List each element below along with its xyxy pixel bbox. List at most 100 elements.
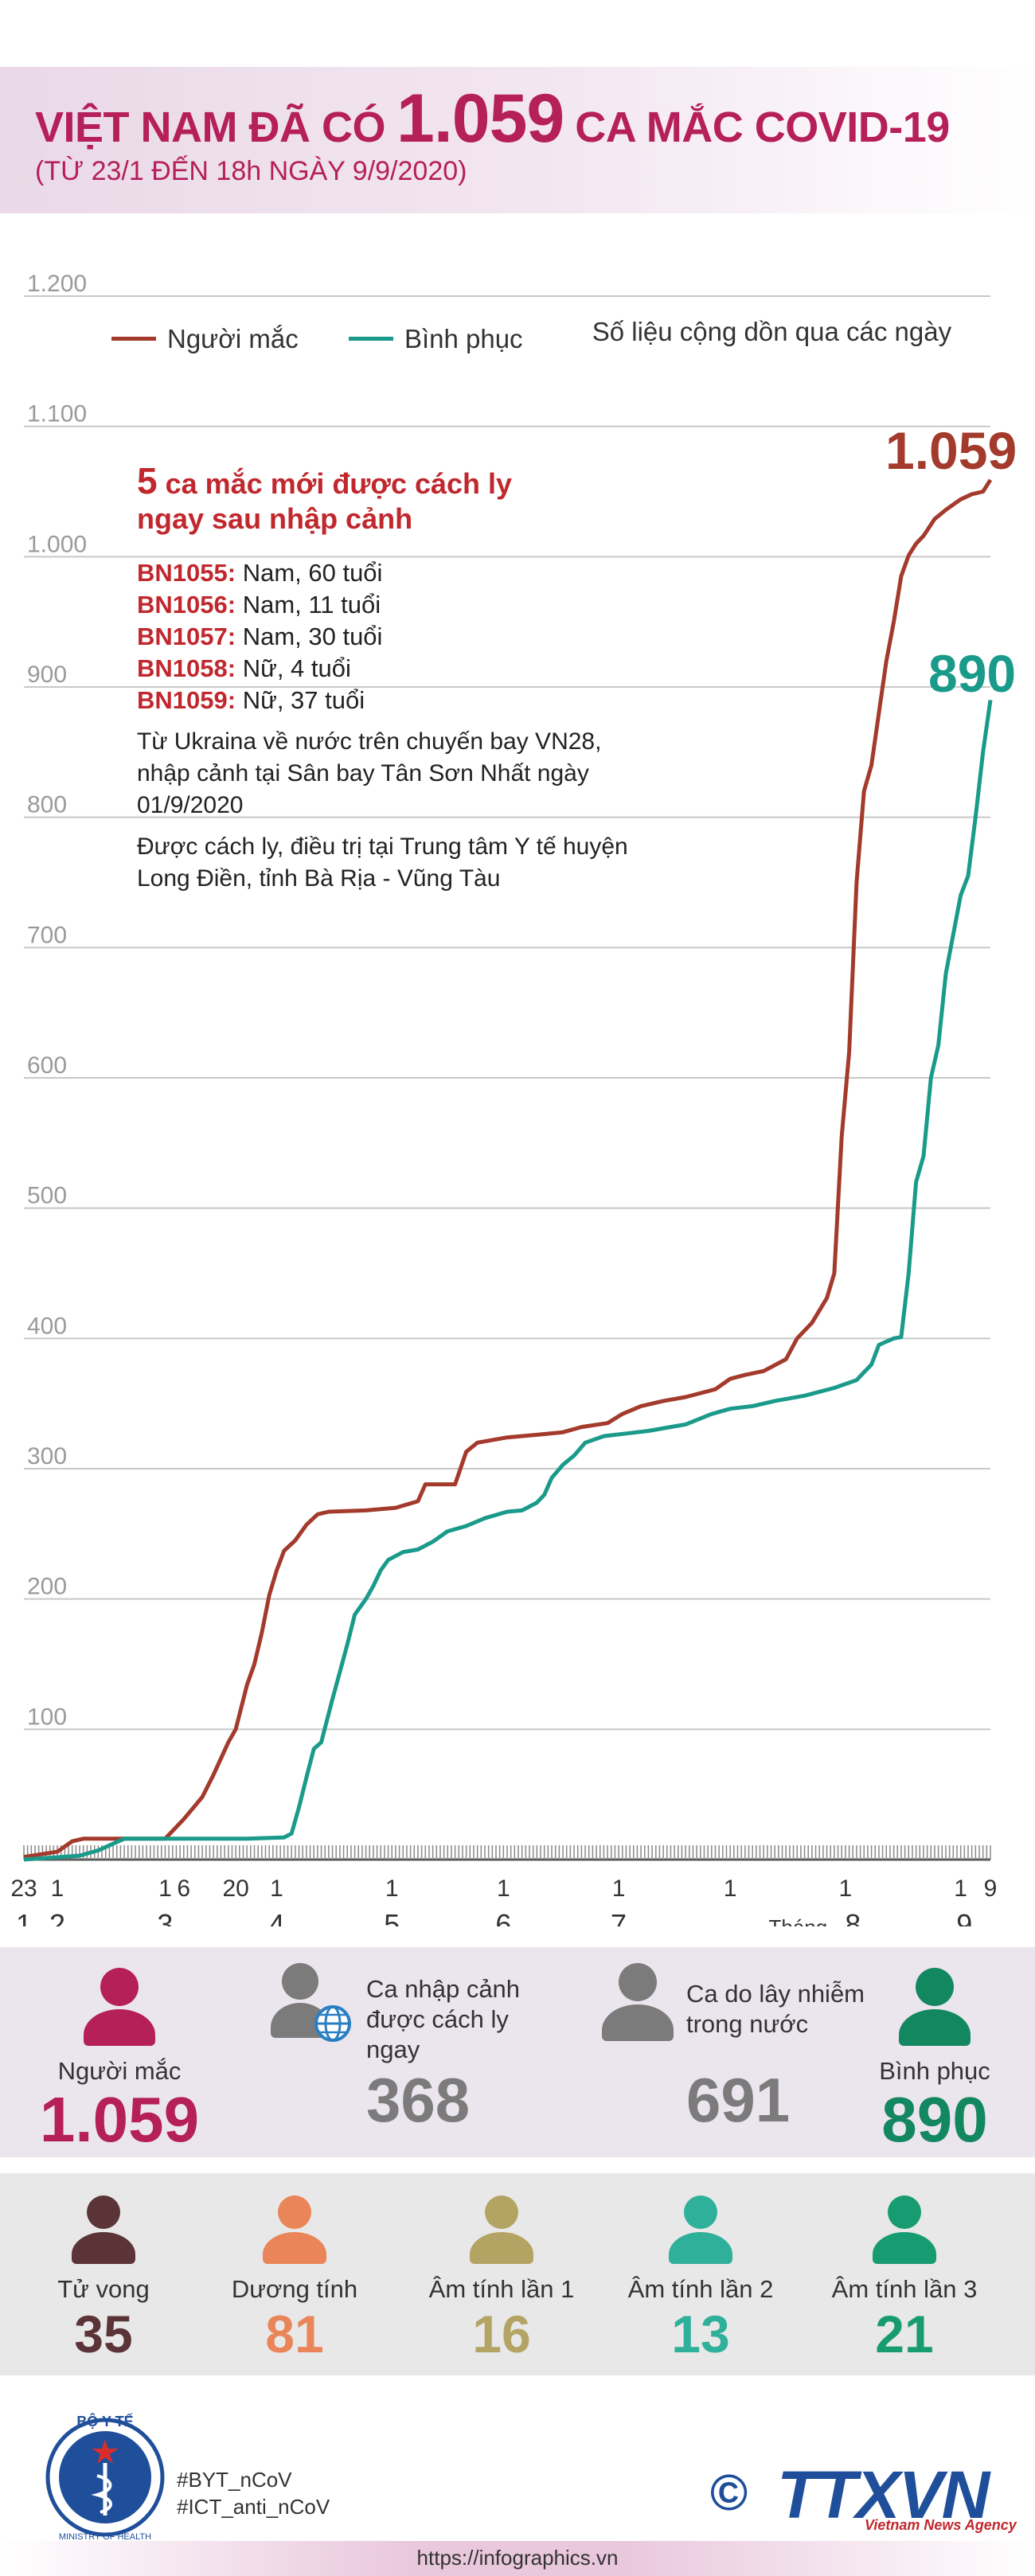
- stat-recovered-value: 890: [881, 2084, 988, 2155]
- stat-domestic: Ca do lây nhiễm trong nước 691: [602, 1963, 873, 2133]
- annotation-headline-text: ca mắc mới được cách ly: [165, 467, 513, 500]
- stat-domestic-label: Ca do lây nhiễm trong nước: [686, 1980, 865, 2038]
- x-day-label: 1: [612, 1875, 626, 1902]
- legend-infected-label: Người mắc: [167, 323, 299, 353]
- patient-desc: Nam, 11 tuổi: [242, 591, 381, 619]
- ministry-of-health-logo: BỘ Y TẾ MINISTRY OF HEALTH: [45, 2413, 165, 2542]
- x-month-label: 2: [49, 1908, 65, 1926]
- infected-end-label: 1.059: [885, 421, 1017, 480]
- x-month-label: 6: [495, 1908, 511, 1926]
- detail-value: 16: [472, 2305, 531, 2363]
- detail-label: Tử vong: [57, 2275, 150, 2303]
- url-bar: [0, 2541, 1035, 2576]
- x-day-label: 1: [839, 1875, 853, 1902]
- y-tick-label: 1.000: [27, 531, 87, 557]
- cumulative-cases-chart: 100 200 300 400 500 600 700 800 900 1.000 1.100 1.2…: [0, 271, 1035, 1926]
- x-month-label: 8: [845, 1908, 861, 1926]
- patient-row: BN1055: Nam, 60 tuổi: [137, 557, 646, 589]
- footer-url[interactable]: https://infographics.vn: [416, 2546, 619, 2570]
- header-banner: [0, 67, 1035, 213]
- y-tick-label: 600: [27, 1052, 67, 1079]
- stat-imported-label: Ca nhập cảnh được cách ly ngay: [366, 1975, 521, 2063]
- legend-recovered: Bình phục: [348, 323, 523, 354]
- title-number: 1.059: [396, 80, 564, 157]
- title-suffix: CA MẮC COVID-19: [575, 103, 950, 151]
- new-cases-annotation: 5 ca mắc mới được cách ly ngay sau nhập …: [137, 463, 646, 895]
- detail-positive: Dương tính 81: [215, 2195, 374, 2363]
- detail-value: 21: [875, 2305, 934, 2363]
- hashtag-byt[interactable]: #BYT_nCoV: [177, 2468, 292, 2492]
- detail-value: 35: [74, 2305, 133, 2363]
- y-tick-label: 100: [27, 1704, 67, 1730]
- patient-code: BN1057:: [137, 623, 236, 650]
- stat-domestic-value: 691: [686, 2065, 791, 2135]
- y-tick-label: 200: [27, 1574, 67, 1600]
- x-day-label: 1: [497, 1875, 510, 1902]
- patient-desc: Nữ, 4 tuổi: [242, 654, 351, 682]
- detail-label: Dương tính: [231, 2275, 358, 2303]
- legend-recovered-label: Bình phục: [404, 323, 523, 353]
- legend-recovered-swatch: [348, 337, 393, 341]
- stat-infected: Người mắc 1.059: [16, 1968, 223, 2153]
- detail-value: 13: [671, 2305, 730, 2363]
- person-icon: [669, 2195, 732, 2267]
- annotation-flight-info: Từ Ukraina về nước trên chuyến bay VN28,…: [137, 728, 602, 818]
- detail-value: 81: [265, 2305, 324, 2363]
- stat-recovered: Bình phục 890: [847, 1968, 1022, 2153]
- hashtag-ict[interactable]: #ICT_anti_nCoV: [177, 2495, 330, 2519]
- x-day-label: 1: [954, 1875, 967, 1902]
- agency-subtitle: Vietnam News Agency: [865, 2517, 1017, 2533]
- y-tick-label: 300: [27, 1443, 67, 1469]
- x-month-label: 7: [611, 1908, 627, 1926]
- person-icon: [84, 1968, 155, 2047]
- annotation-headline-line2: ngay sau nhập cảnh: [137, 502, 413, 535]
- x-day-label: 1: [270, 1875, 283, 1902]
- patient-row: BN1059: Nữ, 37 tuổi: [137, 685, 646, 716]
- logo-subtext: MINISTRY OF HEALTH: [59, 2532, 151, 2542]
- chart-legend: Người mắc Bình phục Số liệu cộng dồn qua…: [111, 317, 951, 354]
- stat-infected-label: Người mắc: [57, 2057, 182, 2085]
- person-icon: [899, 1968, 971, 2047]
- patient-row: BN1056: Nam, 11 tuổi: [137, 589, 646, 621]
- infected-series-line: [23, 478, 993, 1860]
- x-month-label: 9: [956, 1908, 972, 1926]
- x-day-label: 1: [51, 1875, 64, 1902]
- page-subtitle: (TỪ 23/1 ĐẾN 18h NGÀY 9/9/2020): [35, 156, 467, 186]
- recovered-series-line: [23, 700, 993, 1862]
- legend-note: Số liệu cộng dồn qua các ngày: [592, 317, 952, 346]
- x-month-label: 5: [384, 1908, 400, 1926]
- detail-deaths: Tử vong 35: [24, 2195, 183, 2363]
- detail-negative-3: Âm tính lần 3 21: [817, 2195, 992, 2363]
- annotation-headline: 5 ca mắc mới được cách ly ngay sau nhập …: [137, 463, 646, 537]
- x-month-label: 4: [268, 1908, 284, 1926]
- person-icon: [263, 2195, 326, 2267]
- x-axis-title: Tháng: [769, 1915, 828, 1926]
- x-month-label: 1: [16, 1908, 32, 1926]
- detail-label: Âm tính lần 1: [428, 2275, 575, 2303]
- detail-label: Âm tính lần 3: [831, 2275, 978, 2303]
- x-day-label: 6: [177, 1875, 190, 1902]
- x-day-label: 1: [724, 1875, 737, 1902]
- legend-infected-swatch: [111, 337, 156, 341]
- stat-imported-value: 368: [366, 2065, 471, 2135]
- person-globe-icon: [271, 1963, 351, 2043]
- footer-hashtags: #BYT_nCoV #ICT_anti_nCoV: [177, 2466, 330, 2520]
- patient-list: BN1055: Nam, 60 tuổi BN1056: Nam, 11 tuổ…: [137, 557, 646, 716]
- y-tick-label: 400: [27, 1313, 67, 1339]
- title-prefix: VIỆT NAM ĐÃ CÓ: [35, 103, 386, 151]
- copyright-icon: ©: [710, 2464, 748, 2521]
- patient-code: BN1055:: [137, 559, 236, 587]
- page-title: VIỆT NAM ĐÃ CÓ 1.059 CA MẮC COVID-19: [35, 80, 950, 158]
- patient-code: BN1059:: [137, 686, 236, 714]
- chart-svg: 100 200 300 400 500 600 700 800 900 1.000 1.100 1.2…: [10, 271, 997, 1926]
- person-icon: [72, 2195, 135, 2267]
- y-tick-label: 900: [27, 662, 67, 688]
- y-tick-label: 1.100: [27, 401, 87, 427]
- stat-imported: Ca nhập cảnh được cách ly ngay 368: [271, 1963, 573, 2133]
- patient-code: BN1056:: [137, 591, 236, 619]
- legend-infected: Người mắc: [111, 324, 299, 354]
- logo-text: BỘ Y TẾ: [76, 2413, 133, 2430]
- y-tick-label: 700: [27, 922, 67, 948]
- person-icon: [602, 1963, 674, 2043]
- annotation-count: 5: [137, 460, 158, 502]
